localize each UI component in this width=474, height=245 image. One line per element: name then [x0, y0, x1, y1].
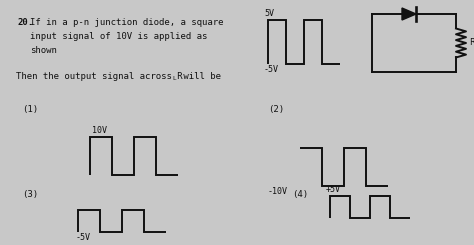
Text: -5V: -5V — [264, 65, 279, 74]
Text: If in a p-n junction diode, a square: If in a p-n junction diode, a square — [30, 18, 224, 27]
Text: -5V: -5V — [76, 233, 91, 242]
Text: (1): (1) — [22, 105, 38, 114]
Text: will be: will be — [178, 72, 221, 81]
Text: +5V: +5V — [326, 185, 341, 194]
Text: (3): (3) — [22, 190, 38, 199]
Text: R$_L$: R$_L$ — [469, 37, 474, 49]
Text: input signal of 10V is applied as: input signal of 10V is applied as — [30, 32, 207, 41]
Text: 5V: 5V — [264, 9, 274, 18]
Text: (4): (4) — [292, 190, 308, 199]
Text: shown: shown — [30, 46, 57, 55]
Text: L: L — [172, 76, 176, 81]
Text: -10V: -10V — [268, 187, 288, 196]
Text: 20.: 20. — [18, 18, 34, 27]
Text: 10V: 10V — [92, 126, 107, 135]
Text: Then the output signal across R: Then the output signal across R — [16, 72, 182, 81]
Polygon shape — [402, 8, 416, 20]
Text: (2): (2) — [268, 105, 284, 114]
